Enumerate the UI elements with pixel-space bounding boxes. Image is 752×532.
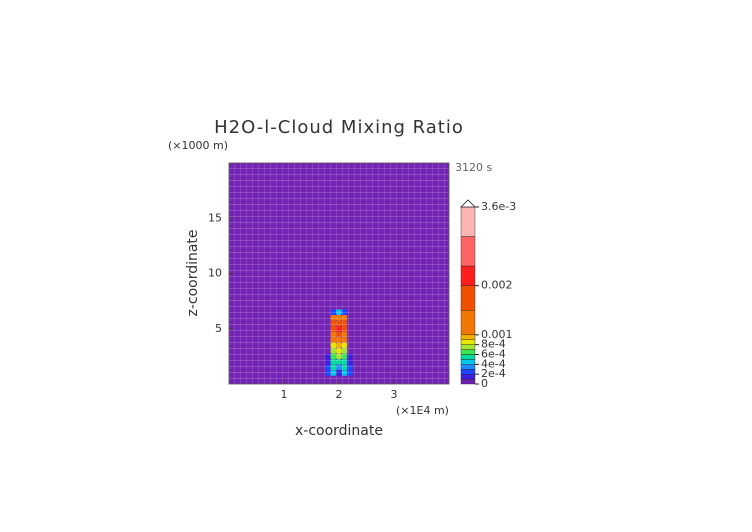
colorbar-box	[460, 236, 476, 267]
time-label: 3120 s	[455, 161, 492, 174]
x-tick-label: 2	[336, 388, 343, 401]
colorbar-tick-label: 3.6e-3	[481, 200, 516, 213]
colorbar-arrow	[460, 199, 476, 208]
colorbar-box	[460, 344, 476, 350]
colorbar-box	[460, 310, 476, 336]
colorbar-box	[460, 373, 476, 380]
y-axis-label: z-coordinate	[185, 229, 201, 316]
colorbar-box	[460, 339, 476, 345]
colorbar-box	[460, 206, 476, 237]
colorbar-box	[460, 349, 476, 355]
colorbar-tick-label: 0	[481, 377, 488, 390]
colorbar-box	[460, 265, 476, 286]
x-tick-label: 1	[281, 388, 288, 401]
colorbar-box	[460, 334, 476, 340]
y-tick-label: 15	[208, 211, 222, 224]
colorbar-tick-label: 0.002	[481, 279, 513, 292]
x-unit-label: (×1E4 m)	[396, 404, 449, 417]
colorbar-box	[460, 378, 476, 385]
colorbar-tick-label: 6e-4	[481, 348, 506, 361]
chart-title: H2O-l-Cloud Mixing Ratio	[214, 117, 464, 138]
colorbar-box	[460, 369, 476, 375]
colorbar-tick-label: 0.001	[481, 328, 513, 341]
y-tick-label: 10	[208, 267, 222, 280]
field-texture	[229, 163, 449, 384]
x-axis-label: x-coordinate	[295, 423, 383, 439]
colorbar-box	[460, 354, 476, 360]
colorbar-box	[460, 364, 476, 370]
colorbar-tick-label: 4e-4	[481, 357, 506, 370]
colorbar-tick-label: 8e-4	[481, 338, 506, 351]
colorbar-box	[460, 359, 476, 365]
x-tick-label: 3	[391, 388, 398, 401]
y-tick-label: 5	[215, 322, 222, 335]
y-unit-label: (×1000 m)	[168, 139, 228, 152]
colorbar-tick-label: 2e-4	[481, 367, 506, 380]
colorbar-box	[460, 285, 476, 311]
